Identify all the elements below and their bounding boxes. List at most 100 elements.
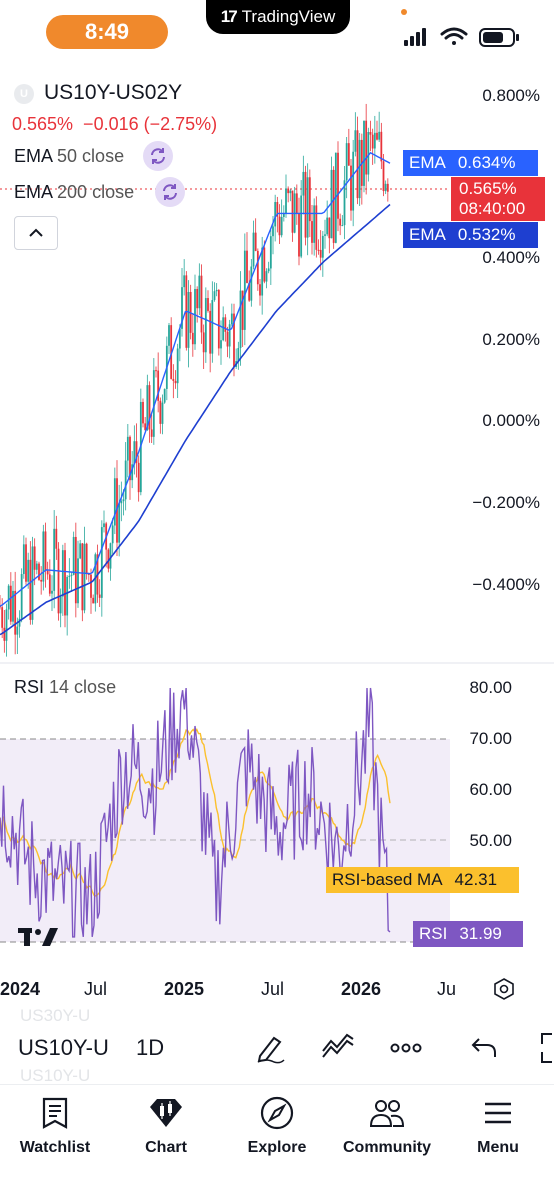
- candle-body: [382, 161, 385, 192]
- candle-body: [163, 388, 166, 403]
- candle-body: [354, 130, 357, 152]
- candle-body: [85, 543, 88, 574]
- candle-body: [226, 331, 229, 347]
- candle-countdown: 08:40:00: [459, 199, 526, 218]
- candle-body: [72, 536, 75, 575]
- time-axis-label: 2024: [0, 979, 41, 999]
- rsi-line: [0, 687, 391, 938]
- candle-body: [369, 132, 372, 135]
- candle-body: [376, 132, 378, 140]
- ema-200-legend[interactable]: EMA 200 close: [14, 182, 134, 203]
- candle-body: [350, 165, 352, 211]
- candle-body: [220, 340, 222, 349]
- ema-50-legend[interactable]: EMA 50 close: [14, 146, 124, 167]
- candle-body: [46, 570, 49, 575]
- candle-body: [59, 596, 62, 614]
- chart-settings-icon[interactable]: [492, 977, 516, 1001]
- candle-body: [142, 401, 144, 424]
- candle-body: [367, 132, 370, 175]
- badge-value: 42.31: [448, 867, 519, 893]
- rsi-legend[interactable]: RSI 14 close: [14, 677, 116, 698]
- candle-body: [87, 573, 90, 575]
- candle-body: [126, 436, 129, 461]
- candle-body: [51, 590, 53, 594]
- symbol-title[interactable]: US10Y-US02Y: [44, 81, 183, 104]
- candle-body: [300, 195, 303, 257]
- candle-body: [371, 134, 374, 149]
- nav-label: Menu: [477, 1139, 519, 1156]
- candle-body: [70, 574, 73, 576]
- drawing-tools-icon[interactable]: [252, 1030, 288, 1066]
- price-change: 0.565% −0.016 (−2.75%): [12, 114, 218, 134]
- undo-icon[interactable]: [466, 1030, 502, 1066]
- bottom-nav: Watchlist Chart Explore Community Menu: [0, 1084, 554, 1200]
- rsi-value-badge: RSI 31.99: [413, 921, 524, 947]
- candle-body: [103, 523, 105, 528]
- candle-body: [74, 536, 77, 604]
- ema-50-refresh-icon[interactable]: [143, 141, 173, 171]
- candle-body: [276, 202, 279, 217]
- candle-body: [239, 290, 242, 349]
- cellular-signal-icon: [404, 28, 426, 46]
- candle-body: [259, 284, 261, 296]
- badge-tag: EMA: [403, 150, 452, 176]
- nav-menu[interactable]: Menu: [443, 1093, 553, 1157]
- more-options-icon[interactable]: [388, 1030, 424, 1066]
- candle-body: [228, 324, 231, 347]
- candle-body: [363, 120, 365, 186]
- candle-body: [365, 120, 368, 175]
- candle-body: [122, 499, 125, 502]
- candle-body: [358, 139, 361, 199]
- candle-body: [341, 225, 344, 227]
- candle-body: [33, 546, 36, 570]
- candle-body: [83, 543, 86, 611]
- candle-body: [274, 202, 277, 227]
- candle-body: [66, 576, 69, 616]
- candle-body: [252, 232, 255, 267]
- candle-body: [159, 400, 162, 424]
- candle-body: [315, 205, 318, 250]
- candle-body: [38, 563, 40, 580]
- candle-body: [90, 574, 92, 598]
- nav-watchlist[interactable]: Watchlist: [0, 1093, 110, 1157]
- candle-body: [172, 378, 175, 381]
- candle-body: [25, 544, 27, 582]
- candle-body: [311, 221, 313, 243]
- price-chart[interactable]: [0, 0, 554, 990]
- candle-body: [317, 249, 320, 251]
- candle-body: [61, 550, 64, 597]
- candle-body: [40, 579, 43, 582]
- candle-body: [137, 462, 140, 493]
- price-axis-label: 0.800%: [482, 86, 540, 105]
- candle-body: [246, 250, 248, 283]
- price-axis-label: 0.200%: [482, 330, 540, 349]
- ticker-symbol[interactable]: US10Y-U: [18, 1035, 109, 1060]
- candle-body: [100, 527, 103, 598]
- nav-community[interactable]: Community: [332, 1093, 442, 1157]
- ema-200-refresh-icon[interactable]: [155, 177, 185, 207]
- candle-body: [20, 574, 23, 619]
- fullscreen-icon[interactable]: [530, 1030, 554, 1066]
- candle-body: [68, 575, 71, 577]
- candle-body: [298, 213, 300, 257]
- collapse-legend-button[interactable]: [14, 216, 58, 250]
- candle-body: [111, 525, 114, 544]
- candle-body: [209, 310, 212, 354]
- candle-body: [29, 559, 32, 620]
- rsi-args: 14 close: [49, 677, 117, 697]
- interval-button[interactable]: 1D: [136, 1035, 165, 1060]
- nav-chart[interactable]: Chart: [111, 1093, 221, 1157]
- candle-body: [278, 216, 281, 236]
- candle-body: [384, 183, 387, 192]
- candle-body: [57, 548, 60, 614]
- candle-body: [380, 131, 383, 162]
- nav-explore[interactable]: Explore: [222, 1093, 332, 1157]
- symbol-icon: U: [14, 84, 34, 104]
- candle-body: [92, 597, 95, 604]
- time-axis-label: 2026: [341, 979, 382, 999]
- price-axis-label: −0.200%: [472, 493, 540, 512]
- candle-body: [313, 205, 316, 243]
- wifi-icon: [440, 27, 468, 45]
- indicators-icon[interactable]: [320, 1030, 356, 1066]
- candle-body: [287, 188, 290, 194]
